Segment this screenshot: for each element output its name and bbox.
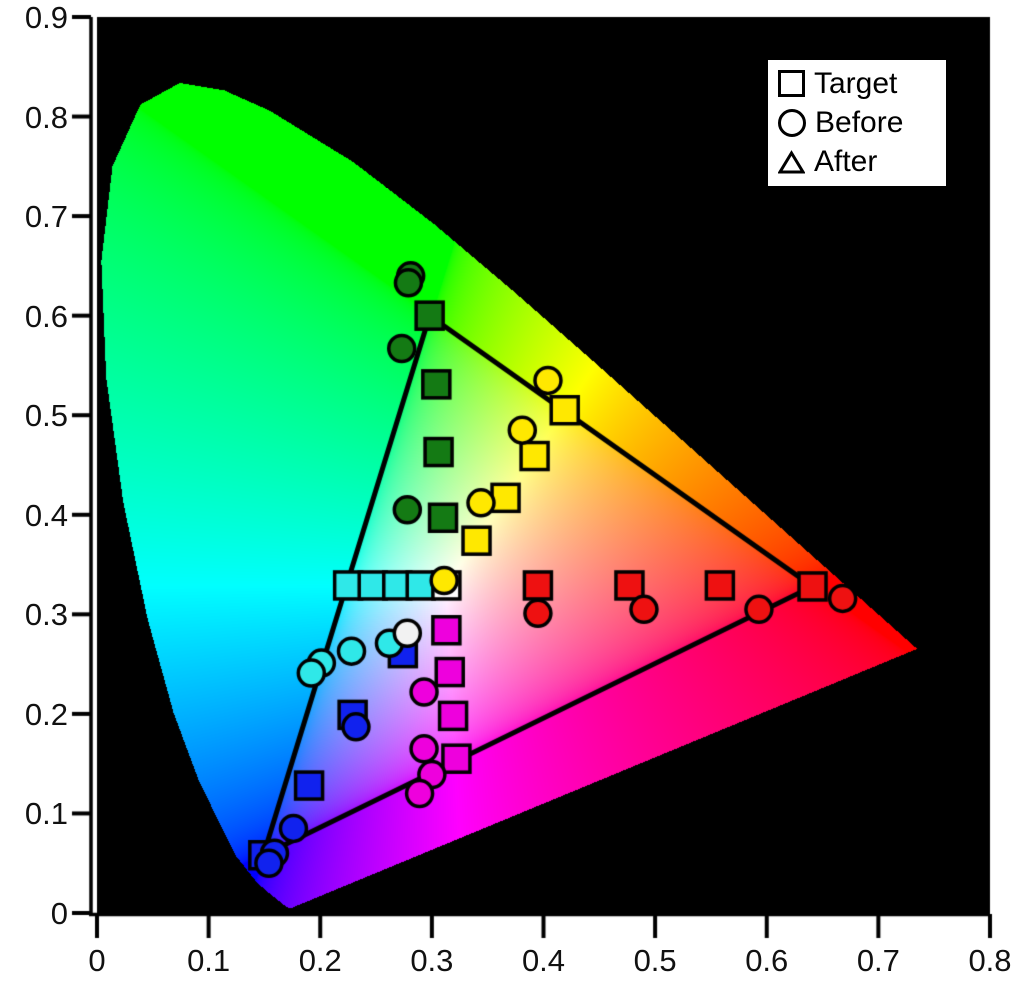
square-marker-icon: [778, 70, 805, 98]
x-tick-label: 0.4: [521, 943, 566, 978]
y-tick-label: 0.8: [24, 99, 68, 135]
legend: Target Before After: [766, 58, 948, 188]
x-tick-label: 0.8: [968, 943, 1012, 978]
y-tick-label: 0.6: [24, 298, 68, 334]
legend-label-after: After: [814, 145, 878, 179]
legend-item-after: After: [778, 144, 946, 180]
x-tick-label: 0.7: [856, 943, 900, 978]
legend-item-target: Target: [778, 66, 946, 102]
circle-marker-icon: [778, 108, 806, 137]
y-tick-label: 0.3: [24, 597, 68, 633]
legend-item-before: Before: [778, 105, 946, 141]
x-tick-label: 0.6: [745, 943, 789, 978]
y-tick-label: 0.7: [24, 199, 68, 235]
x-tick-label: 0.3: [410, 943, 454, 978]
legend-label-before: Before: [815, 105, 904, 139]
y-tick-label: 0.5: [24, 398, 68, 434]
legend-label-target: Target: [814, 66, 898, 100]
x-tick-label: 0: [88, 943, 106, 978]
y-tick-label: 0.2: [24, 696, 68, 732]
y-tick-label: 0.9: [24, 0, 68, 35]
y-tick-label: 0.1: [24, 796, 68, 832]
x-tick-label: 0.1: [187, 943, 231, 978]
triangle-marker-icon: [778, 149, 805, 175]
x-tick-label: 0.5: [633, 943, 677, 978]
x-tick-label: 0.2: [298, 943, 342, 978]
y-tick-label: 0: [50, 896, 68, 931]
y-tick-label: 0.4: [24, 497, 68, 533]
